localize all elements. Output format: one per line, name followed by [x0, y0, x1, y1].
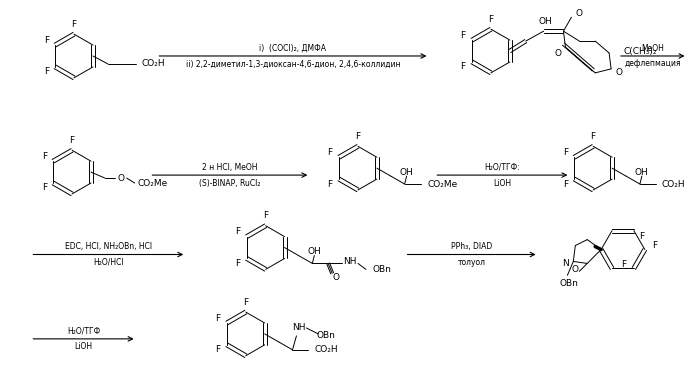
Text: CO₂H: CO₂H: [142, 59, 166, 68]
Text: F: F: [461, 31, 466, 40]
Text: F: F: [489, 15, 493, 24]
Text: O: O: [572, 265, 579, 274]
Text: F: F: [243, 298, 248, 307]
Text: O: O: [117, 174, 124, 183]
Text: F: F: [461, 62, 466, 71]
Text: F: F: [591, 132, 596, 141]
Text: NH: NH: [291, 324, 305, 333]
Text: OH: OH: [400, 168, 414, 177]
Text: F: F: [328, 180, 333, 189]
Text: i)  (COCl)₂, ДМФА: i) (COCl)₂, ДМФА: [259, 44, 326, 52]
Text: F: F: [328, 148, 333, 157]
Text: F: F: [71, 20, 77, 29]
Text: F: F: [355, 132, 361, 141]
Text: C(CH₃)₂: C(CH₃)₂: [623, 46, 656, 56]
Text: (S)-BINAP, RuCl₂: (S)-BINAP, RuCl₂: [199, 178, 261, 188]
Text: F: F: [563, 148, 568, 157]
Text: OBn: OBn: [560, 279, 579, 288]
Text: H₂O/ТГФ: H₂O/ТГФ: [67, 326, 100, 335]
Text: F: F: [215, 314, 220, 322]
Text: F: F: [563, 180, 568, 189]
Text: H₂O/HCl: H₂O/HCl: [93, 258, 124, 267]
Text: CO₂Me: CO₂Me: [427, 180, 457, 189]
Text: F: F: [652, 241, 657, 250]
Text: толуол: толуол: [458, 258, 486, 267]
Text: LiOH: LiOH: [493, 178, 512, 188]
Text: F: F: [236, 227, 240, 236]
Text: CO₂H: CO₂H: [662, 180, 686, 189]
Text: CO₂H: CO₂H: [315, 345, 338, 354]
Text: F: F: [640, 232, 644, 241]
Text: F: F: [236, 259, 240, 268]
Text: MeOH: MeOH: [641, 44, 664, 52]
Text: O: O: [576, 9, 583, 18]
Text: O: O: [554, 48, 561, 57]
Text: CO₂Me: CO₂Me: [138, 178, 168, 188]
Text: F: F: [263, 211, 268, 220]
Text: N: N: [562, 259, 569, 268]
Text: F: F: [215, 345, 220, 354]
Text: ii) 2,2-диметил-1,3-диоксан-4,6-дион, 2,4,6-коллидин: ii) 2,2-диметил-1,3-диоксан-4,6-дион, 2,…: [186, 59, 401, 68]
Text: F: F: [43, 36, 49, 45]
Text: EDC, HCl, NH₂OBn, HCl: EDC, HCl, NH₂OBn, HCl: [65, 242, 152, 251]
Text: LiOH: LiOH: [74, 342, 92, 351]
Text: PPh₃, DIAD: PPh₃, DIAD: [451, 242, 492, 251]
Text: OH: OH: [539, 17, 552, 26]
Text: NH: NH: [343, 257, 356, 266]
Text: F: F: [42, 152, 47, 161]
Text: F: F: [43, 68, 49, 76]
Text: O: O: [616, 68, 623, 77]
Text: F: F: [42, 183, 47, 192]
Text: O: O: [333, 273, 340, 282]
Text: H₂O/ТГФ:: H₂O/ТГФ:: [484, 163, 520, 172]
Text: OH: OH: [635, 168, 649, 177]
Text: F: F: [69, 136, 75, 145]
Text: F: F: [621, 260, 626, 269]
Text: 2 н HCl, MeOH: 2 н HCl, MeOH: [202, 163, 258, 172]
Text: OBn: OBn: [373, 265, 391, 274]
Text: OBn: OBn: [317, 332, 336, 340]
Text: дефлепмация: дефлепмация: [624, 59, 681, 68]
Text: OH: OH: [308, 247, 321, 256]
